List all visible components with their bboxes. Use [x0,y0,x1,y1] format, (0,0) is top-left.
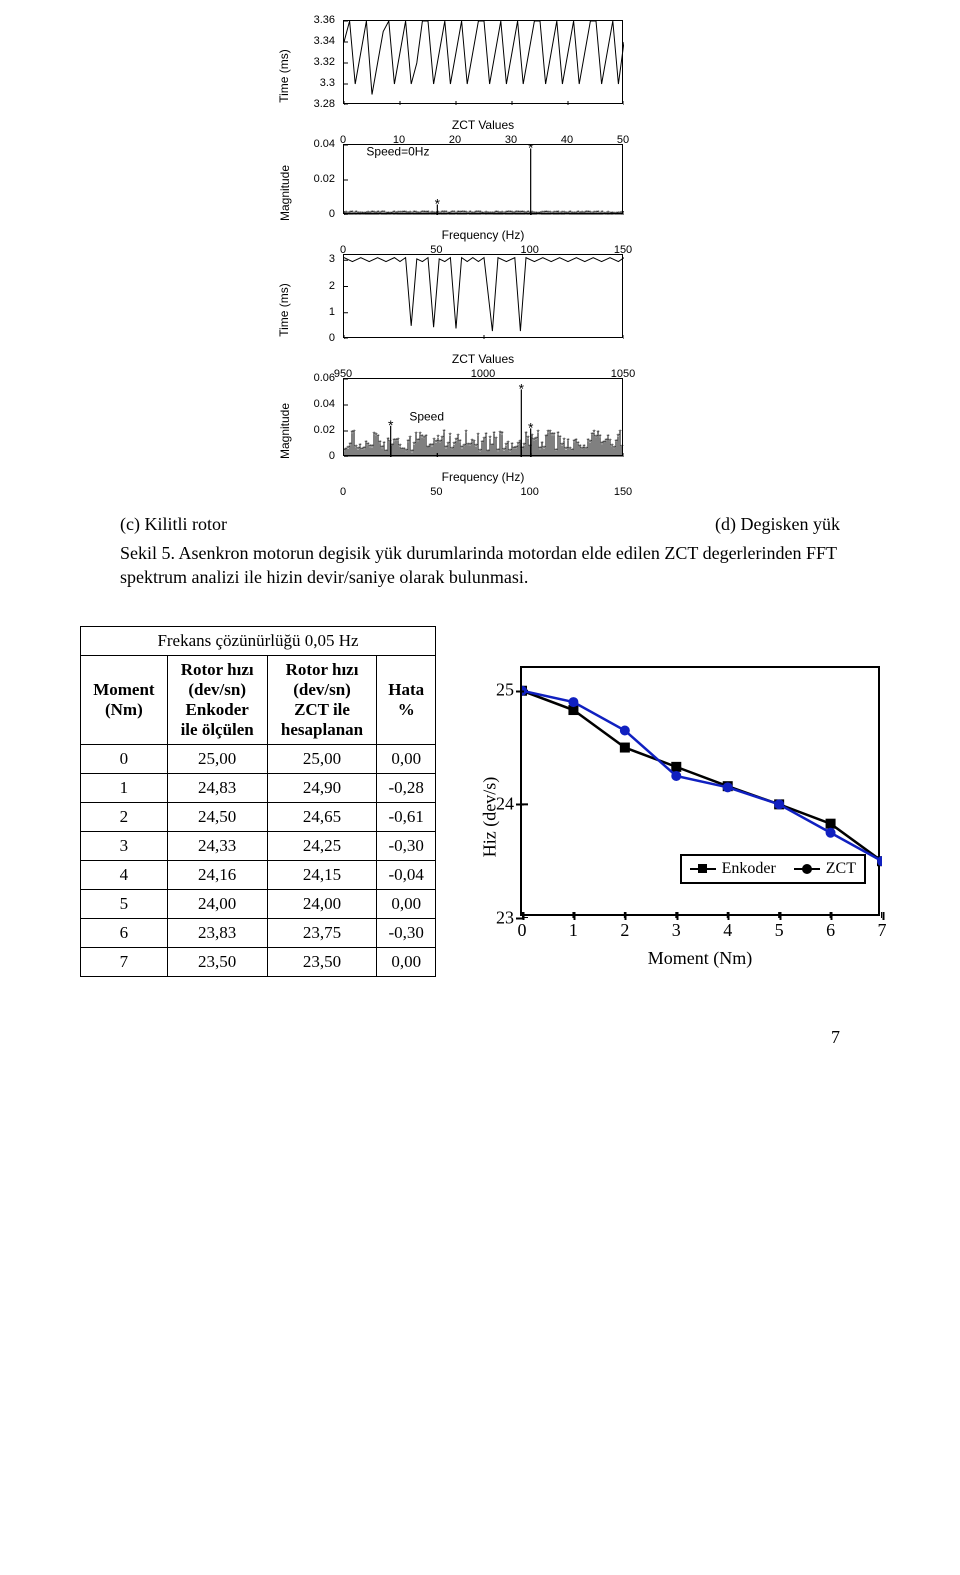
top-chart-stack: Time (ms) 3.283.33.323.343.36 0102030405… [295,20,665,484]
svg-text:*: * [476,431,479,440]
panel-p3: Time (ms) 0123 95010001050 ZCT Values [295,254,665,366]
subfigure-caption-row: (c) Kilitli rotor (d) Degisken yük [120,514,840,535]
p2-ylabel: Magnitude [278,165,292,221]
svg-text:*: * [618,428,621,437]
svg-text:*: * [522,442,525,451]
svg-text:*: * [404,447,407,456]
svg-text:*: * [464,428,467,437]
table-row: 025,0025,000,00 [81,744,436,773]
panel-p1: Time (ms) 3.283.33.323.343.36 0102030405… [295,20,665,132]
panel-p2: Magnitude 00.020.04 ********************… [295,144,665,242]
svg-text:*: * [519,380,525,396]
table-row: 424,1624,15-0,04 [81,860,436,889]
table-col-2: Rotor hızı(dev/sn)ZCT ilehesaplanan [267,655,377,744]
svg-text:*: * [348,441,351,450]
p2-plot: ****************************************… [344,145,624,215]
svg-text:*: * [435,196,441,212]
p2-xlabel: Frequency (Hz) [343,228,623,242]
p4-plot: ****************************************… [344,379,624,457]
caption-c: (c) Kilitli rotor [120,514,227,535]
svg-text:*: * [620,209,623,215]
svg-text:*: * [562,437,565,446]
table-col-0: Moment(Nm) [81,655,168,744]
svg-text:*: * [462,442,465,451]
panel-p4: Magnitude 00.020.040.06 ****************… [295,378,665,484]
svg-text:*: * [412,441,415,450]
svg-text:*: * [446,441,449,450]
svg-text:*: * [570,447,573,456]
svg-text:*: * [528,145,534,156]
svg-text:*: * [564,446,567,455]
svg-text:*: * [478,447,481,456]
lc-ylabel: Hiz (dev/s) [480,777,501,857]
svg-text:*: * [528,419,534,435]
table-title: Frekans çözünürlüğü 0,05 Hz [81,626,436,655]
svg-text:*: * [542,445,545,454]
svg-text:*: * [388,417,394,433]
svg-text:*: * [554,447,557,456]
svg-text:*: * [484,431,487,440]
svg-text:*: * [584,445,587,454]
svg-text:*: * [486,448,489,457]
svg-text:*: * [474,443,477,452]
legend-enkoder: Enkoder [690,860,776,878]
speed-vs-moment-chart: Hiz (dev/s) Enkoder ZCT 23242501234567 M… [470,666,880,969]
svg-text:Speed: Speed [409,410,444,424]
legend: Enkoder ZCT [680,854,866,884]
svg-text:*: * [384,448,387,457]
table-col-1: Rotor hızı(dev/sn)Enkoderile ölçülen [167,655,267,744]
table-row: 524,0024,000,00 [81,889,436,918]
svg-text:*: * [490,442,493,451]
p3-plot [344,255,624,339]
svg-text:*: * [370,443,373,452]
svg-text:*: * [536,429,539,438]
p1-ylabel: Time (ms) [277,49,291,103]
caption-d: (d) Degisken yük [715,514,840,535]
svg-text:*: * [496,447,499,456]
figure-caption: Sekil 5. Asenkron motorun degisik yük du… [120,541,840,590]
p1-plot [344,21,624,105]
svg-text:*: * [442,428,445,437]
svg-text:*: * [552,431,555,440]
table-row: 324,3324,25-0,30 [81,831,436,860]
table-row: 224,5024,65-0,61 [81,802,436,831]
table-col-3: Hata% [377,655,436,744]
p1-xlabel: ZCT Values [343,118,623,132]
table-row: 623,8323,75-0,30 [81,918,436,947]
table-row: 124,8324,90-0,28 [81,773,436,802]
svg-text:*: * [500,430,503,439]
p3-xlabel: ZCT Values [343,352,623,366]
page-number: 7 [80,1027,840,1048]
svg-text:*: * [448,432,451,441]
svg-text:*: * [424,433,427,442]
p4-xlabel: Frequency (Hz) [343,470,623,484]
table-row: 723,5023,500,00 [81,947,436,976]
svg-text:*: * [408,434,411,443]
lc-xlabel: Moment (Nm) [520,948,880,969]
frequency-resolution-table: Frekans çözünürlüğü 0,05 Hz Moment(Nm)Ro… [80,626,436,977]
svg-text:*: * [620,443,623,452]
legend-zct: ZCT [794,860,856,878]
svg-text:*: * [494,435,497,444]
svg-text:Speed=0Hz: Speed=0Hz [366,145,429,159]
p3-ylabel: Time (ms) [277,283,291,337]
svg-text:*: * [352,428,355,437]
p4-ylabel: Magnitude [278,403,292,459]
